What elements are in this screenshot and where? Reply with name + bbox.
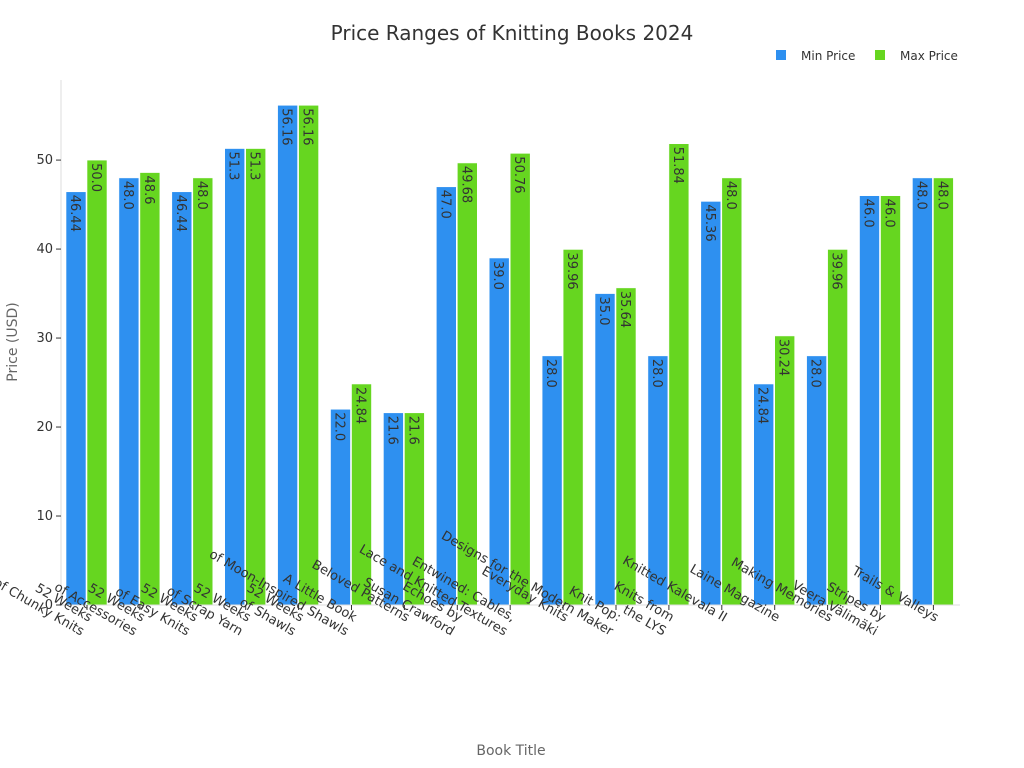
bar-min-price-11 xyxy=(594,293,616,606)
data-label-max-price-4: 51.3 xyxy=(247,152,262,181)
data-label-max-price-11: 35.64 xyxy=(617,291,632,328)
data-label-min-price-12: 28.0 xyxy=(649,359,664,388)
x-axis-title: Book Title xyxy=(476,743,545,759)
y-tick-label: 30 xyxy=(36,331,53,346)
data-label-min-price-7: 21.6 xyxy=(384,416,399,445)
bar-max-price-3 xyxy=(192,177,214,606)
data-label-max-price-14: 30.24 xyxy=(776,339,791,376)
data-label-max-price-12: 51.84 xyxy=(670,147,685,184)
bar-min-price-2 xyxy=(118,177,140,606)
bar-max-price-14 xyxy=(774,335,796,606)
data-label-max-price-6: 24.84 xyxy=(353,387,368,424)
data-label-min-price-3: 46.44 xyxy=(173,195,188,232)
data-label-min-price-9: 39.0 xyxy=(490,261,505,290)
data-label-max-price-5: 56.16 xyxy=(300,108,315,145)
y-axis: 0 10 20 30 40 50 xyxy=(36,80,62,613)
bar-max-price-10 xyxy=(562,249,584,606)
y-tick-label: 40 xyxy=(36,242,53,257)
data-label-min-price-15: 28.0 xyxy=(808,359,823,388)
data-label-max-price-3: 48.0 xyxy=(194,181,209,210)
legend-swatch-max-price xyxy=(875,50,885,60)
data-label-min-price-16: 46.0 xyxy=(861,199,876,228)
bar-min-price-10 xyxy=(541,355,563,606)
y-tick-label: 0 xyxy=(45,598,53,613)
data-label-min-price-4: 51.3 xyxy=(226,152,241,181)
bar-max-price-2 xyxy=(139,172,161,606)
data-labels: 46.44 48.0 46.44 51.3 56.16 22.0 21.6 47.0 39.0 2… xyxy=(67,108,949,444)
data-label-max-price-16: 46.0 xyxy=(882,199,897,228)
data-label-min-price-13: 45.36 xyxy=(702,204,717,241)
y-tick-label: 10 xyxy=(36,509,53,524)
bar-min-price-3 xyxy=(171,191,193,606)
bar-min-price-4 xyxy=(224,148,245,606)
bar-max-price-16 xyxy=(880,195,901,606)
bar-max-price-17 xyxy=(933,177,954,606)
bars xyxy=(65,104,954,606)
bar-max-price-9 xyxy=(509,153,531,606)
data-label-max-price-2: 48.6 xyxy=(141,176,156,205)
data-label-min-price-6: 22.0 xyxy=(332,412,347,441)
y-tick-label: 50 xyxy=(36,153,53,168)
bar-max-price-12 xyxy=(668,143,690,606)
data-label-max-price-13: 48.0 xyxy=(723,181,738,210)
bar-max-price-1 xyxy=(86,159,108,606)
y-axis-title: Price (USD) xyxy=(5,302,21,381)
data-label-max-price-9: 50.76 xyxy=(511,156,526,193)
data-label-max-price-17: 48.0 xyxy=(934,181,949,210)
bar-min-price-13 xyxy=(700,201,722,606)
data-label-max-price-7: 21.6 xyxy=(405,416,420,445)
data-label-max-price-15: 39.96 xyxy=(829,252,844,289)
data-label-min-price-14: 24.84 xyxy=(755,387,770,424)
bar-min-price-16 xyxy=(859,195,880,606)
bar-max-price-13 xyxy=(721,177,743,606)
data-label-min-price-1: 46.44 xyxy=(67,195,82,232)
data-label-min-price-2: 48.0 xyxy=(120,181,135,210)
chart-title: Price Ranges of Knitting Books 2024 xyxy=(331,21,694,45)
data-label-min-price-17: 48.0 xyxy=(913,181,928,210)
data-label-min-price-10: 28.0 xyxy=(543,359,558,388)
data-label-max-price-8: 49.68 xyxy=(458,166,473,203)
data-label-min-price-5: 56.16 xyxy=(279,108,294,145)
data-label-min-price-11: 35.0 xyxy=(596,297,611,326)
bar-min-price-1 xyxy=(65,191,87,606)
bar-max-price-4 xyxy=(245,148,266,606)
legend-label-max-price: Max Price xyxy=(900,49,958,63)
data-label-max-price-1: 50.0 xyxy=(88,163,103,192)
data-label-max-price-10: 39.96 xyxy=(564,252,579,289)
legend: Min Price Max Price xyxy=(776,49,958,63)
bar-min-price-15 xyxy=(806,355,827,606)
y-tick-label: 20 xyxy=(36,420,53,435)
bar-max-price-15 xyxy=(827,249,848,606)
legend-swatch-min-price xyxy=(776,50,786,60)
bar-min-price-9 xyxy=(488,257,510,606)
data-label-min-price-8: 47.0 xyxy=(437,190,452,219)
bar-min-price-5 xyxy=(277,104,298,606)
bar-min-price-17 xyxy=(912,177,933,606)
bar-max-price-5 xyxy=(298,104,319,606)
legend-label-min-price: Min Price xyxy=(801,49,855,63)
